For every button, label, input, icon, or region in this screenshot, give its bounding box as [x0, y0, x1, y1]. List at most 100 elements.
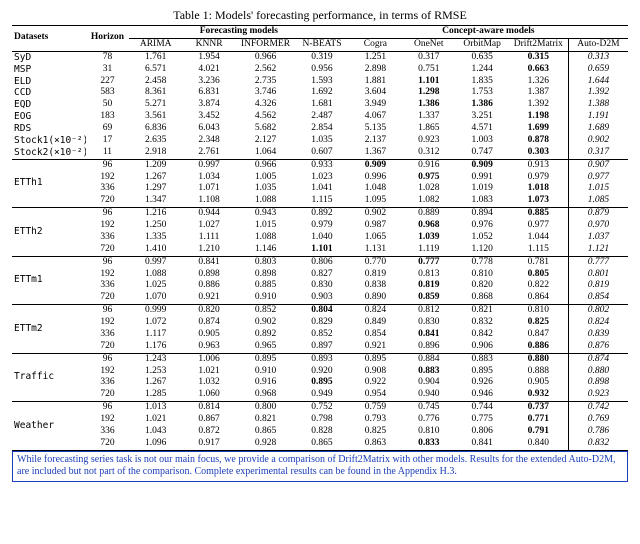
value-cell: 2.127: [236, 135, 296, 147]
value-cell: 0.932: [509, 389, 569, 401]
value-cell: 0.943: [236, 208, 296, 220]
value-cell: 0.923: [568, 389, 628, 401]
value-cell: 0.742: [568, 402, 628, 414]
value-cell: 0.868: [455, 292, 508, 304]
value-cell: 0.832: [455, 317, 508, 329]
horizon-cell: 17: [86, 135, 129, 147]
value-cell: 0.825: [349, 426, 402, 438]
value-cell: 0.775: [455, 414, 508, 426]
value-cell: 0.966: [236, 159, 296, 171]
value-cell: 0.885: [509, 208, 569, 220]
horizon-cell: 96: [86, 159, 129, 171]
table-row: Traffic961.2431.0060.8950.8930.8950.8840…: [12, 353, 628, 365]
value-cell: 1.070: [129, 292, 182, 304]
value-cell: 0.970: [568, 220, 628, 232]
table-row: 7201.2851.0600.9680.9490.9540.9400.9460.…: [12, 389, 628, 401]
value-cell: 2.854: [295, 123, 348, 135]
horizon-cell: 227: [86, 76, 129, 88]
value-cell: 0.852: [295, 329, 348, 341]
value-cell: 0.874: [568, 353, 628, 365]
value-cell: 0.770: [349, 256, 402, 268]
value-cell: 0.801: [568, 269, 628, 281]
value-cell: 4.562: [236, 111, 296, 123]
dataset-label: Stock2(×10⁻²): [12, 147, 86, 159]
value-cell: 1.048: [349, 183, 402, 195]
value-cell: 1.040: [295, 232, 348, 244]
value-cell: 0.824: [349, 305, 402, 317]
value-cell: 1.250: [129, 220, 182, 232]
value-cell: 0.909: [349, 159, 402, 171]
value-cell: 1.060: [182, 389, 235, 401]
table-row: 7201.0700.9210.9100.9030.8900.8590.8680.…: [12, 292, 628, 304]
value-cell: 3.874: [182, 99, 235, 111]
value-cell: 3.604: [349, 87, 402, 99]
value-cell: 0.793: [349, 414, 402, 426]
value-cell: 1.071: [182, 183, 235, 195]
value-cell: 1.216: [129, 208, 182, 220]
value-cell: 0.921: [182, 292, 235, 304]
dataset-label: CCD: [12, 87, 86, 99]
value-cell: 1.681: [295, 99, 348, 111]
value-cell: 0.902: [236, 317, 296, 329]
value-cell: 0.810: [509, 305, 569, 317]
value-cell: 0.965: [236, 341, 296, 353]
value-cell: 0.841: [402, 329, 455, 341]
value-cell: 1.881: [349, 76, 402, 88]
value-cell: 0.813: [402, 269, 455, 281]
value-cell: 0.865: [236, 426, 296, 438]
value-cell: 1.088: [129, 269, 182, 281]
value-cell: 1.043: [129, 426, 182, 438]
value-cell: 0.975: [402, 172, 455, 184]
horizon-cell: 720: [86, 438, 129, 450]
horizon-cell: 720: [86, 195, 129, 207]
value-cell: 1.073: [509, 195, 569, 207]
table-row: ETTm1960.9970.8410.8030.8060.7700.7770.7…: [12, 256, 628, 268]
horizon-cell: 96: [86, 353, 129, 365]
table-row: SyD781.7611.9540.9660.3191.2510.3170.635…: [12, 51, 628, 63]
value-cell: 0.833: [402, 438, 455, 450]
value-cell: 1.101: [402, 76, 455, 88]
value-cell: 0.874: [182, 317, 235, 329]
value-cell: 0.968: [402, 220, 455, 232]
value-cell: 1.210: [182, 244, 235, 256]
value-cell: 0.859: [402, 292, 455, 304]
horizon-cell: 336: [86, 426, 129, 438]
group-concept: Concept-aware models: [349, 26, 628, 39]
horizon-cell: 96: [86, 402, 129, 414]
table-row: 3361.2971.0711.0351.0411.0481.0281.0191.…: [12, 183, 628, 195]
value-cell: 0.854: [568, 292, 628, 304]
value-cell: 0.778: [455, 256, 508, 268]
value-cell: 0.781: [509, 256, 569, 268]
col-onenet: OneNet: [402, 38, 455, 51]
value-cell: 0.977: [509, 220, 569, 232]
table-row: 1921.2671.0341.0051.0230.9960.9750.9910.…: [12, 172, 628, 184]
value-cell: 0.663: [509, 64, 569, 76]
value-cell: 1.692: [295, 87, 348, 99]
horizon-cell: 11: [86, 147, 129, 159]
table-row: 1921.0720.8740.9020.8290.8490.8300.8320.…: [12, 317, 628, 329]
value-cell: 1.285: [129, 389, 182, 401]
value-cell: 0.786: [568, 426, 628, 438]
value-cell: 0.842: [455, 329, 508, 341]
value-cell: 1.006: [182, 353, 235, 365]
value-cell: 0.824: [568, 317, 628, 329]
horizon-cell: 192: [86, 366, 129, 378]
value-cell: 1.072: [129, 317, 182, 329]
value-cell: 0.830: [402, 317, 455, 329]
value-cell: 1.005: [236, 172, 296, 184]
value-cell: 1.041: [295, 183, 348, 195]
value-cell: 1.386: [402, 99, 455, 111]
value-cell: 1.108: [182, 195, 235, 207]
value-cell: 1.699: [509, 123, 569, 135]
horizon-cell: 336: [86, 183, 129, 195]
value-cell: 1.644: [568, 76, 628, 88]
value-cell: 0.893: [295, 353, 348, 365]
value-cell: 0.867: [182, 414, 235, 426]
table-row: 1921.2531.0210.9100.9200.9080.8830.8950.…: [12, 366, 628, 378]
value-cell: 0.830: [295, 280, 348, 292]
value-cell: 0.944: [182, 208, 235, 220]
value-cell: 0.904: [402, 377, 455, 389]
value-cell: 1.032: [182, 377, 235, 389]
table-row: 7201.3471.1081.0881.1151.0951.0821.0831.…: [12, 195, 628, 207]
value-cell: 1.386: [455, 99, 508, 111]
